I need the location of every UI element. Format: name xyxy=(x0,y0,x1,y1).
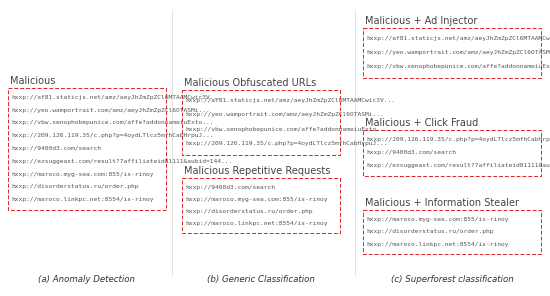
Text: hxxp://9400d3.com/search: hxxp://9400d3.com/search xyxy=(11,146,101,151)
Text: hxxp://ezsuggeast.com/result?7affiliateid81111&aubid=144...: hxxp://ezsuggeast.com/result?7affiliatei… xyxy=(366,163,550,168)
Text: hxxp://maroco.myg-sea.com:855/is-rinoy: hxxp://maroco.myg-sea.com:855/is-rinoy xyxy=(11,172,153,177)
Text: hxxp://209.126.119.35/c.php?p=4oydLTlcz5mfhCabHrpuJ...: hxxp://209.126.119.35/c.php?p=4oydLTlcz5… xyxy=(185,141,388,146)
Text: hxxp://af81.staticjs.net/amz/aeyJhZmZpZCl6MTAAMCwic3V...: hxxp://af81.staticjs.net/amz/aeyJhZmZpZC… xyxy=(11,95,221,100)
Text: hxxp://yeo.wamportrait.com/amz/aeyJhZmZpZCl6OTASMi...: hxxp://yeo.wamportrait.com/amz/aeyJhZmZp… xyxy=(11,108,210,113)
Text: hxxp://ezsuggeast.com/result?7affiliateid81111&aubid=144...: hxxp://ezsuggeast.com/result?7affiliatei… xyxy=(11,159,232,164)
Text: hxxp://vbw.xenophobepunice.com/affe?addonnameiuExto...: hxxp://vbw.xenophobepunice.com/affe?addo… xyxy=(11,120,213,126)
Text: hxxp://maroco.linkpc.net:8554/is-rinoy: hxxp://maroco.linkpc.net:8554/is-rinoy xyxy=(11,197,153,202)
Text: Malicious Repetitive Requests: Malicious Repetitive Requests xyxy=(184,166,331,176)
Text: hxxp://yeo.wamportrait.com/amz/aeyJhZmZpZCl6OTASMi...: hxxp://yeo.wamportrait.com/amz/aeyJhZmZp… xyxy=(366,50,550,55)
Text: hxxp://vbw.xenophobepunice.com/affe?addonnameiuExto...: hxxp://vbw.xenophobepunice.com/affe?addo… xyxy=(366,64,550,69)
Text: hxxp://9400d3.com/search: hxxp://9400d3.com/search xyxy=(185,184,275,189)
Text: hxxp://disorderstatus.ru/order.php: hxxp://disorderstatus.ru/order.php xyxy=(185,209,312,214)
FancyBboxPatch shape xyxy=(363,210,541,254)
Text: (c) Superforest classification: (c) Superforest classification xyxy=(390,275,513,284)
FancyBboxPatch shape xyxy=(182,90,340,155)
Text: (a) Anomaly Detection: (a) Anomaly Detection xyxy=(39,275,135,284)
Text: hxxp://maroco.linkpc.net:8554/is-rinoy: hxxp://maroco.linkpc.net:8554/is-rinoy xyxy=(185,221,327,226)
FancyBboxPatch shape xyxy=(363,28,541,78)
Text: Malicious + Ad Injector: Malicious + Ad Injector xyxy=(365,16,477,26)
Text: (b) Generic Classification: (b) Generic Classification xyxy=(207,275,315,284)
Text: hxxp://maroco.myg-sea.com:855/is-rinoy: hxxp://maroco.myg-sea.com:855/is-rinoy xyxy=(366,217,509,222)
Text: hxxp://disorderstatus.ru/order.php: hxxp://disorderstatus.ru/order.php xyxy=(11,184,139,189)
Text: hxxp://disorderstatus.ru/order.php: hxxp://disorderstatus.ru/order.php xyxy=(366,229,493,234)
Text: hxxp://af81.staticjs.net/amz/aeyJhZmZpZCl6MTAAMCwic3V...: hxxp://af81.staticjs.net/amz/aeyJhZmZpZC… xyxy=(185,98,395,103)
Text: Malicious: Malicious xyxy=(10,76,56,86)
Text: Malicious + Click Fraud: Malicious + Click Fraud xyxy=(365,118,478,128)
FancyBboxPatch shape xyxy=(363,130,541,176)
Text: hxxp://vbw.xenophobepunice.com/affe?addonnameiuExto...: hxxp://vbw.xenophobepunice.com/affe?addo… xyxy=(185,127,388,131)
FancyBboxPatch shape xyxy=(182,178,340,233)
FancyBboxPatch shape xyxy=(8,88,166,210)
Text: hxxp://maroco.myg-sea.com:855/is-rinoy: hxxp://maroco.myg-sea.com:855/is-rinoy xyxy=(185,197,327,202)
Text: Malicious + Information Stealer: Malicious + Information Stealer xyxy=(365,198,519,208)
Text: hxxp://yeo.wamportrait.com/amz/aeyJhZmZpZCl6OTASMi...: hxxp://yeo.wamportrait.com/amz/aeyJhZmZp… xyxy=(185,112,384,117)
Text: hxxp://209.126.119.35/c.php?p=4oydLTlcz5mfhCabHrpuJ...: hxxp://209.126.119.35/c.php?p=4oydLTlcz5… xyxy=(11,133,213,138)
Text: hxxp://209.126.119.35/c.php?p=4oydLTlcz5mfhCabHrpuJ...: hxxp://209.126.119.35/c.php?p=4oydLTlcz5… xyxy=(366,137,550,142)
Text: hxxp://9400d3.com/search: hxxp://9400d3.com/search xyxy=(366,150,456,155)
Text: Malicious Obfuscated URLs: Malicious Obfuscated URLs xyxy=(184,78,316,88)
Text: hxxp://af81.staticjs.net/amz/aeyJhZmZpZCl6MTAAMCwic3V...: hxxp://af81.staticjs.net/amz/aeyJhZmZpZC… xyxy=(366,36,550,41)
Text: hxxp://maroco.linkpc.net:8554/is-rinoy: hxxp://maroco.linkpc.net:8554/is-rinoy xyxy=(366,242,509,247)
